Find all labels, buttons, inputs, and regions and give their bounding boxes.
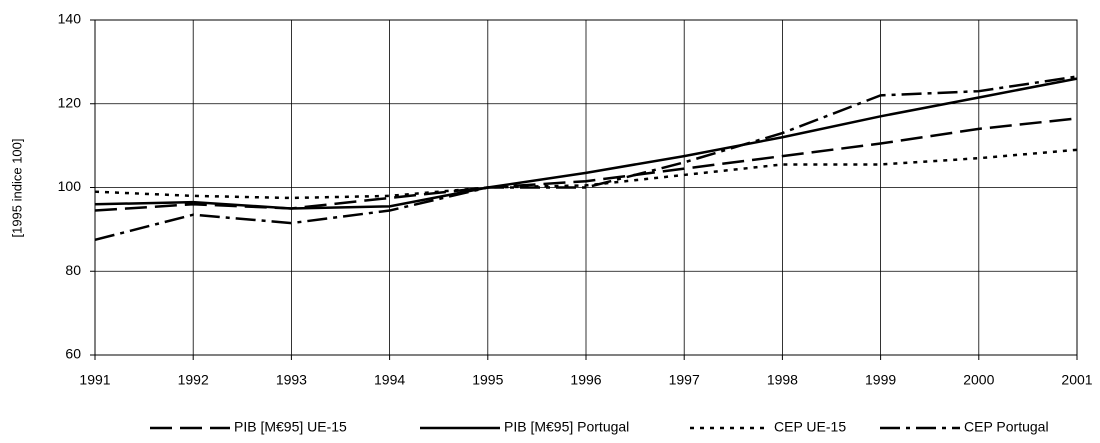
line-series bbox=[94, 77, 1078, 210]
legend-label: CEP UE-15 bbox=[774, 419, 846, 435]
legend-label: PIB [M€95] Portugal bbox=[504, 419, 629, 435]
y-tick-label: 140 bbox=[58, 11, 82, 27]
y-tick-label: 100 bbox=[58, 178, 82, 194]
x-tick-label: 1993 bbox=[276, 372, 307, 388]
line-series bbox=[94, 148, 1078, 200]
y-axis-label: [1995 indice 100] bbox=[9, 138, 24, 237]
line-series bbox=[94, 75, 1078, 242]
legend-label: CEP Portugal bbox=[964, 419, 1049, 435]
x-tick-label: 1996 bbox=[570, 372, 601, 388]
x-tick-label: 1994 bbox=[374, 372, 405, 388]
x-tick-label: 1992 bbox=[178, 372, 209, 388]
x-tick-label: 1995 bbox=[472, 372, 503, 388]
x-tick-label: 2000 bbox=[963, 372, 994, 388]
y-tick-label: 80 bbox=[65, 262, 81, 278]
y-tick-label: 60 bbox=[65, 346, 81, 362]
x-tick-label: 1998 bbox=[767, 372, 798, 388]
x-tick-label: 1997 bbox=[669, 372, 700, 388]
x-tick-label: 1999 bbox=[865, 372, 896, 388]
legend-label: PIB [M€95] UE-15 bbox=[234, 419, 347, 435]
x-tick-label: 2001 bbox=[1061, 372, 1092, 388]
y-tick-label: 120 bbox=[58, 94, 82, 110]
x-tick-label: 1991 bbox=[79, 372, 110, 388]
plot-frame bbox=[94, 19, 1078, 356]
